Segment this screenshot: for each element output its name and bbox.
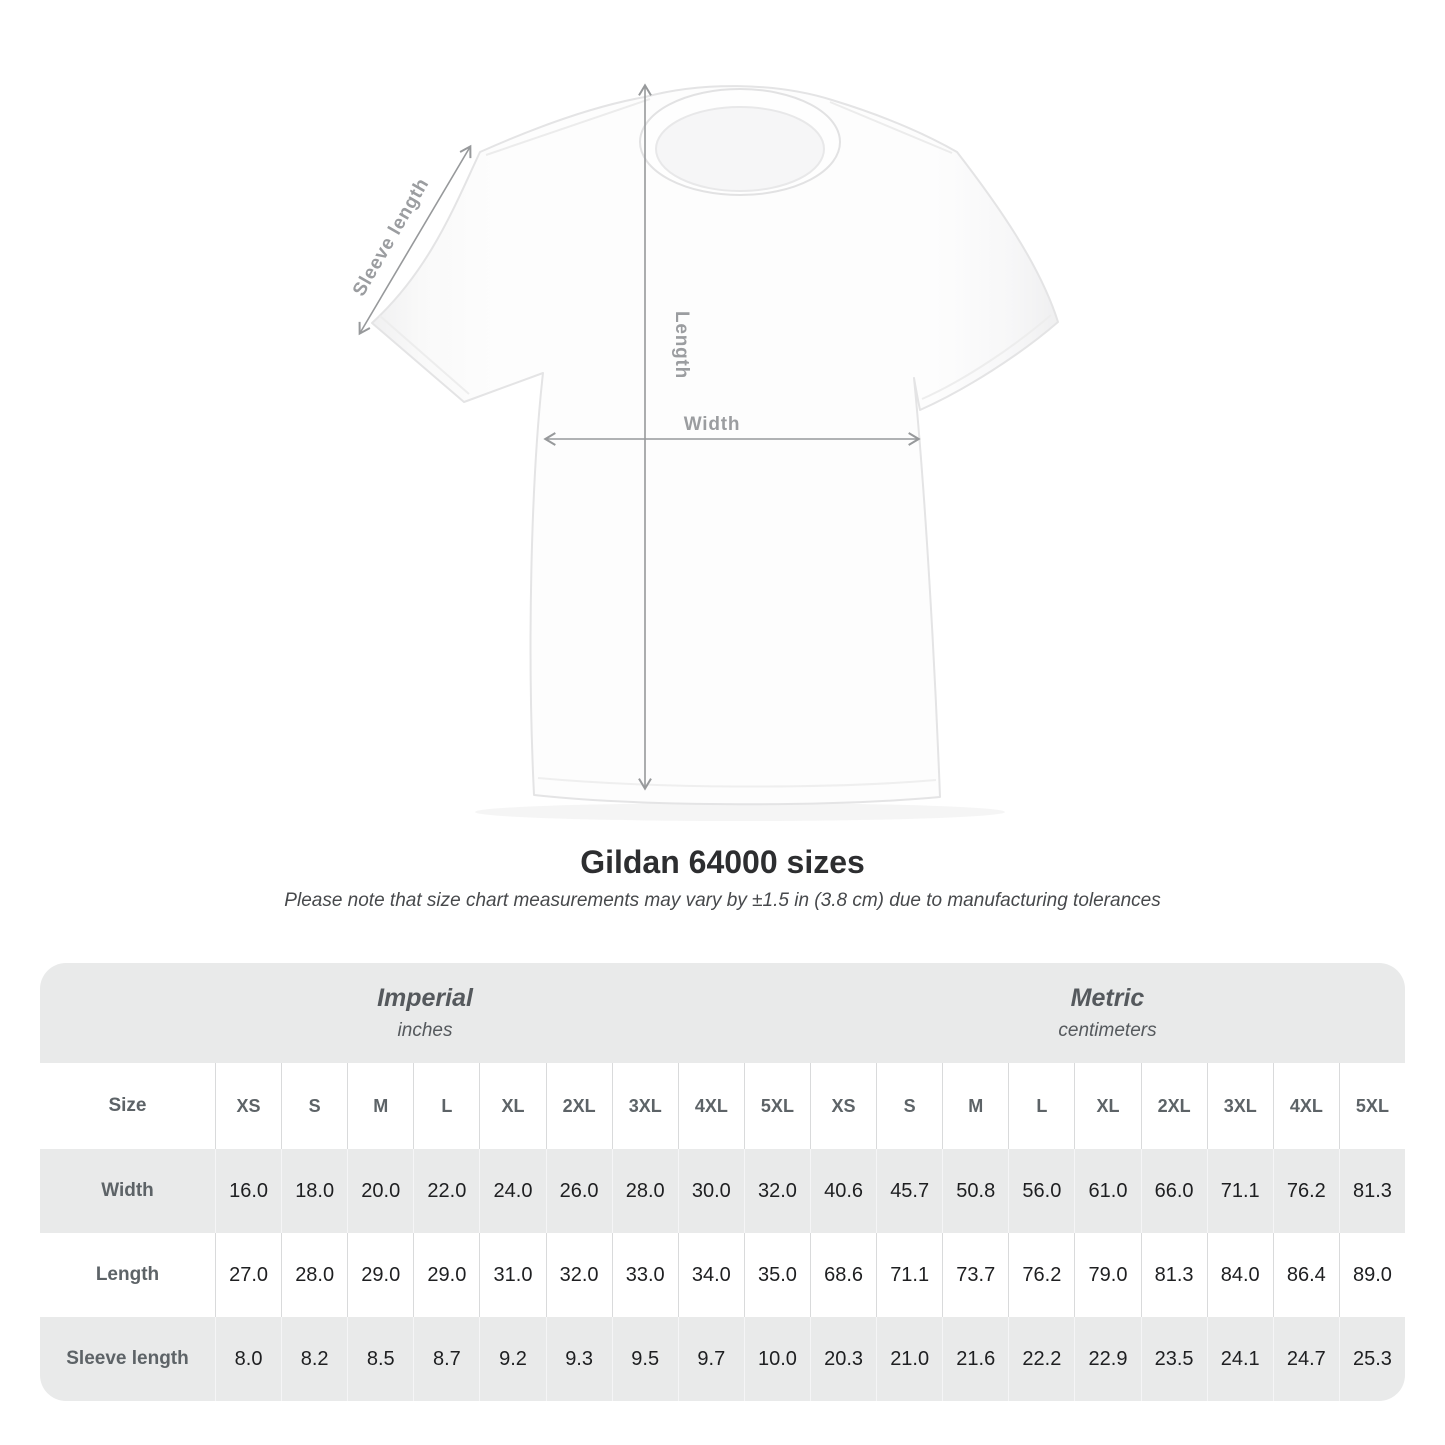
tshirt-graphic: Length Width Sleeve length [348,83,1059,821]
value-cell: 28.0 [611,1149,678,1233]
value-cell: 31.0 [479,1233,546,1317]
value-cell: 8.2 [281,1317,348,1401]
value-cell: 35.0 [743,1233,810,1317]
width-label: Width [684,414,741,435]
imperial-size-2xl: 2XL [545,1063,612,1149]
imperial-size-xs: XS [215,1063,282,1149]
value-cell: 26.0 [545,1149,612,1233]
value-cell: 24.7 [1272,1317,1339,1401]
value-cell: 25.3 [1338,1317,1405,1401]
value-cell: 9.3 [545,1317,612,1401]
metric-size-xl: XL [1074,1063,1141,1149]
value-cell: 81.3 [1140,1233,1207,1317]
value-cell: 45.7 [876,1149,943,1233]
value-cell: 22.2 [1008,1317,1075,1401]
value-cell: 24.1 [1206,1317,1273,1401]
size-column-header: Size [40,1063,215,1149]
imperial-size-s: S [281,1063,348,1149]
sleeve-length-arrow [358,144,472,336]
collar-inner [655,106,825,192]
value-cell: 29.0 [347,1233,414,1317]
value-cell: 76.2 [1008,1233,1075,1317]
imperial-size-3xl: 3XL [611,1063,678,1149]
row-label: Width [40,1149,215,1233]
value-cell: 71.1 [876,1233,943,1317]
value-cell: 84.0 [1206,1233,1273,1317]
metric-size-5xl: 5XL [1338,1063,1405,1149]
value-cell: 40.6 [810,1149,877,1233]
value-cell: 16.0 [215,1149,282,1233]
tshirt-shape [371,85,1059,806]
imperial-header: Imperial inches [40,963,810,1063]
value-cell: 30.0 [677,1149,744,1233]
value-cell: 86.4 [1272,1233,1339,1317]
imperial-title: Imperial [377,984,473,1012]
value-cell: 71.1 [1206,1149,1273,1233]
metric-size-s: S [876,1063,943,1149]
value-cell: 56.0 [1008,1149,1075,1233]
size-chart-grid: Imperial inches Metric centimeters Size X… [40,963,1405,1401]
value-cell: 23.5 [1140,1317,1207,1401]
value-cell: 21.6 [942,1317,1009,1401]
value-cell: 22.9 [1074,1317,1141,1401]
value-cell: 10.0 [743,1317,810,1401]
row-label: Length [40,1233,215,1317]
tshirt-measurement-diagram: Length Width Sleeve length [348,83,1059,821]
value-cell: 22.0 [413,1149,480,1233]
value-cell: 9.2 [479,1317,546,1401]
imperial-size-l: L [413,1063,480,1149]
imperial-size-5xl: 5XL [743,1063,810,1149]
value-cell: 61.0 [1074,1149,1141,1233]
value-cell: 21.0 [876,1317,943,1401]
value-cell: 27.0 [215,1233,282,1317]
value-cell: 29.0 [413,1233,480,1317]
shirt-shadow [475,803,1005,821]
imperial-size-4xl: 4XL [677,1063,744,1149]
imperial-size-xl: XL [479,1063,546,1149]
value-cell: 33.0 [611,1233,678,1317]
value-cell: 76.2 [1272,1149,1339,1233]
length-label: Length [671,311,692,379]
metric-header: Metric centimeters [810,963,1405,1063]
value-cell: 9.5 [611,1317,678,1401]
imperial-size-m: M [347,1063,414,1149]
imperial-unit: inches [397,1020,453,1041]
value-cell: 32.0 [743,1149,810,1233]
value-cell: 32.0 [545,1233,612,1317]
value-cell: 34.0 [677,1233,744,1317]
value-cell: 89.0 [1338,1233,1405,1317]
value-cell: 79.0 [1074,1233,1141,1317]
metric-size-2xl: 2XL [1140,1063,1207,1149]
value-cell: 20.0 [347,1149,414,1233]
metric-title: Metric [1070,984,1145,1012]
row-label: Sleeve length [40,1317,215,1401]
value-cell: 24.0 [479,1149,546,1233]
value-cell: 8.5 [347,1317,414,1401]
metric-unit: centimeters [1058,1020,1157,1041]
size-chart-table: Imperial inches Metric centimeters Size X… [40,963,1405,1401]
value-cell: 20.3 [810,1317,877,1401]
metric-size-l: L [1008,1063,1075,1149]
page-title: Gildan 64000 sizes [580,844,865,880]
value-cell: 73.7 [942,1233,1009,1317]
value-cell: 18.0 [281,1149,348,1233]
value-cell: 8.7 [413,1317,480,1401]
value-cell: 68.6 [810,1233,877,1317]
value-cell: 66.0 [1140,1149,1207,1233]
value-cell: 81.3 [1338,1149,1405,1233]
metric-size-m: M [942,1063,1009,1149]
value-cell: 50.8 [942,1149,1009,1233]
value-cell: 28.0 [281,1233,348,1317]
value-cell: 8.0 [215,1317,282,1401]
metric-size-4xl: 4XL [1272,1063,1339,1149]
tolerance-note: Please note that size chart measurements… [284,890,1161,911]
metric-size-3xl: 3XL [1206,1063,1273,1149]
value-cell: 9.7 [677,1317,744,1401]
metric-size-xs: XS [810,1063,877,1149]
